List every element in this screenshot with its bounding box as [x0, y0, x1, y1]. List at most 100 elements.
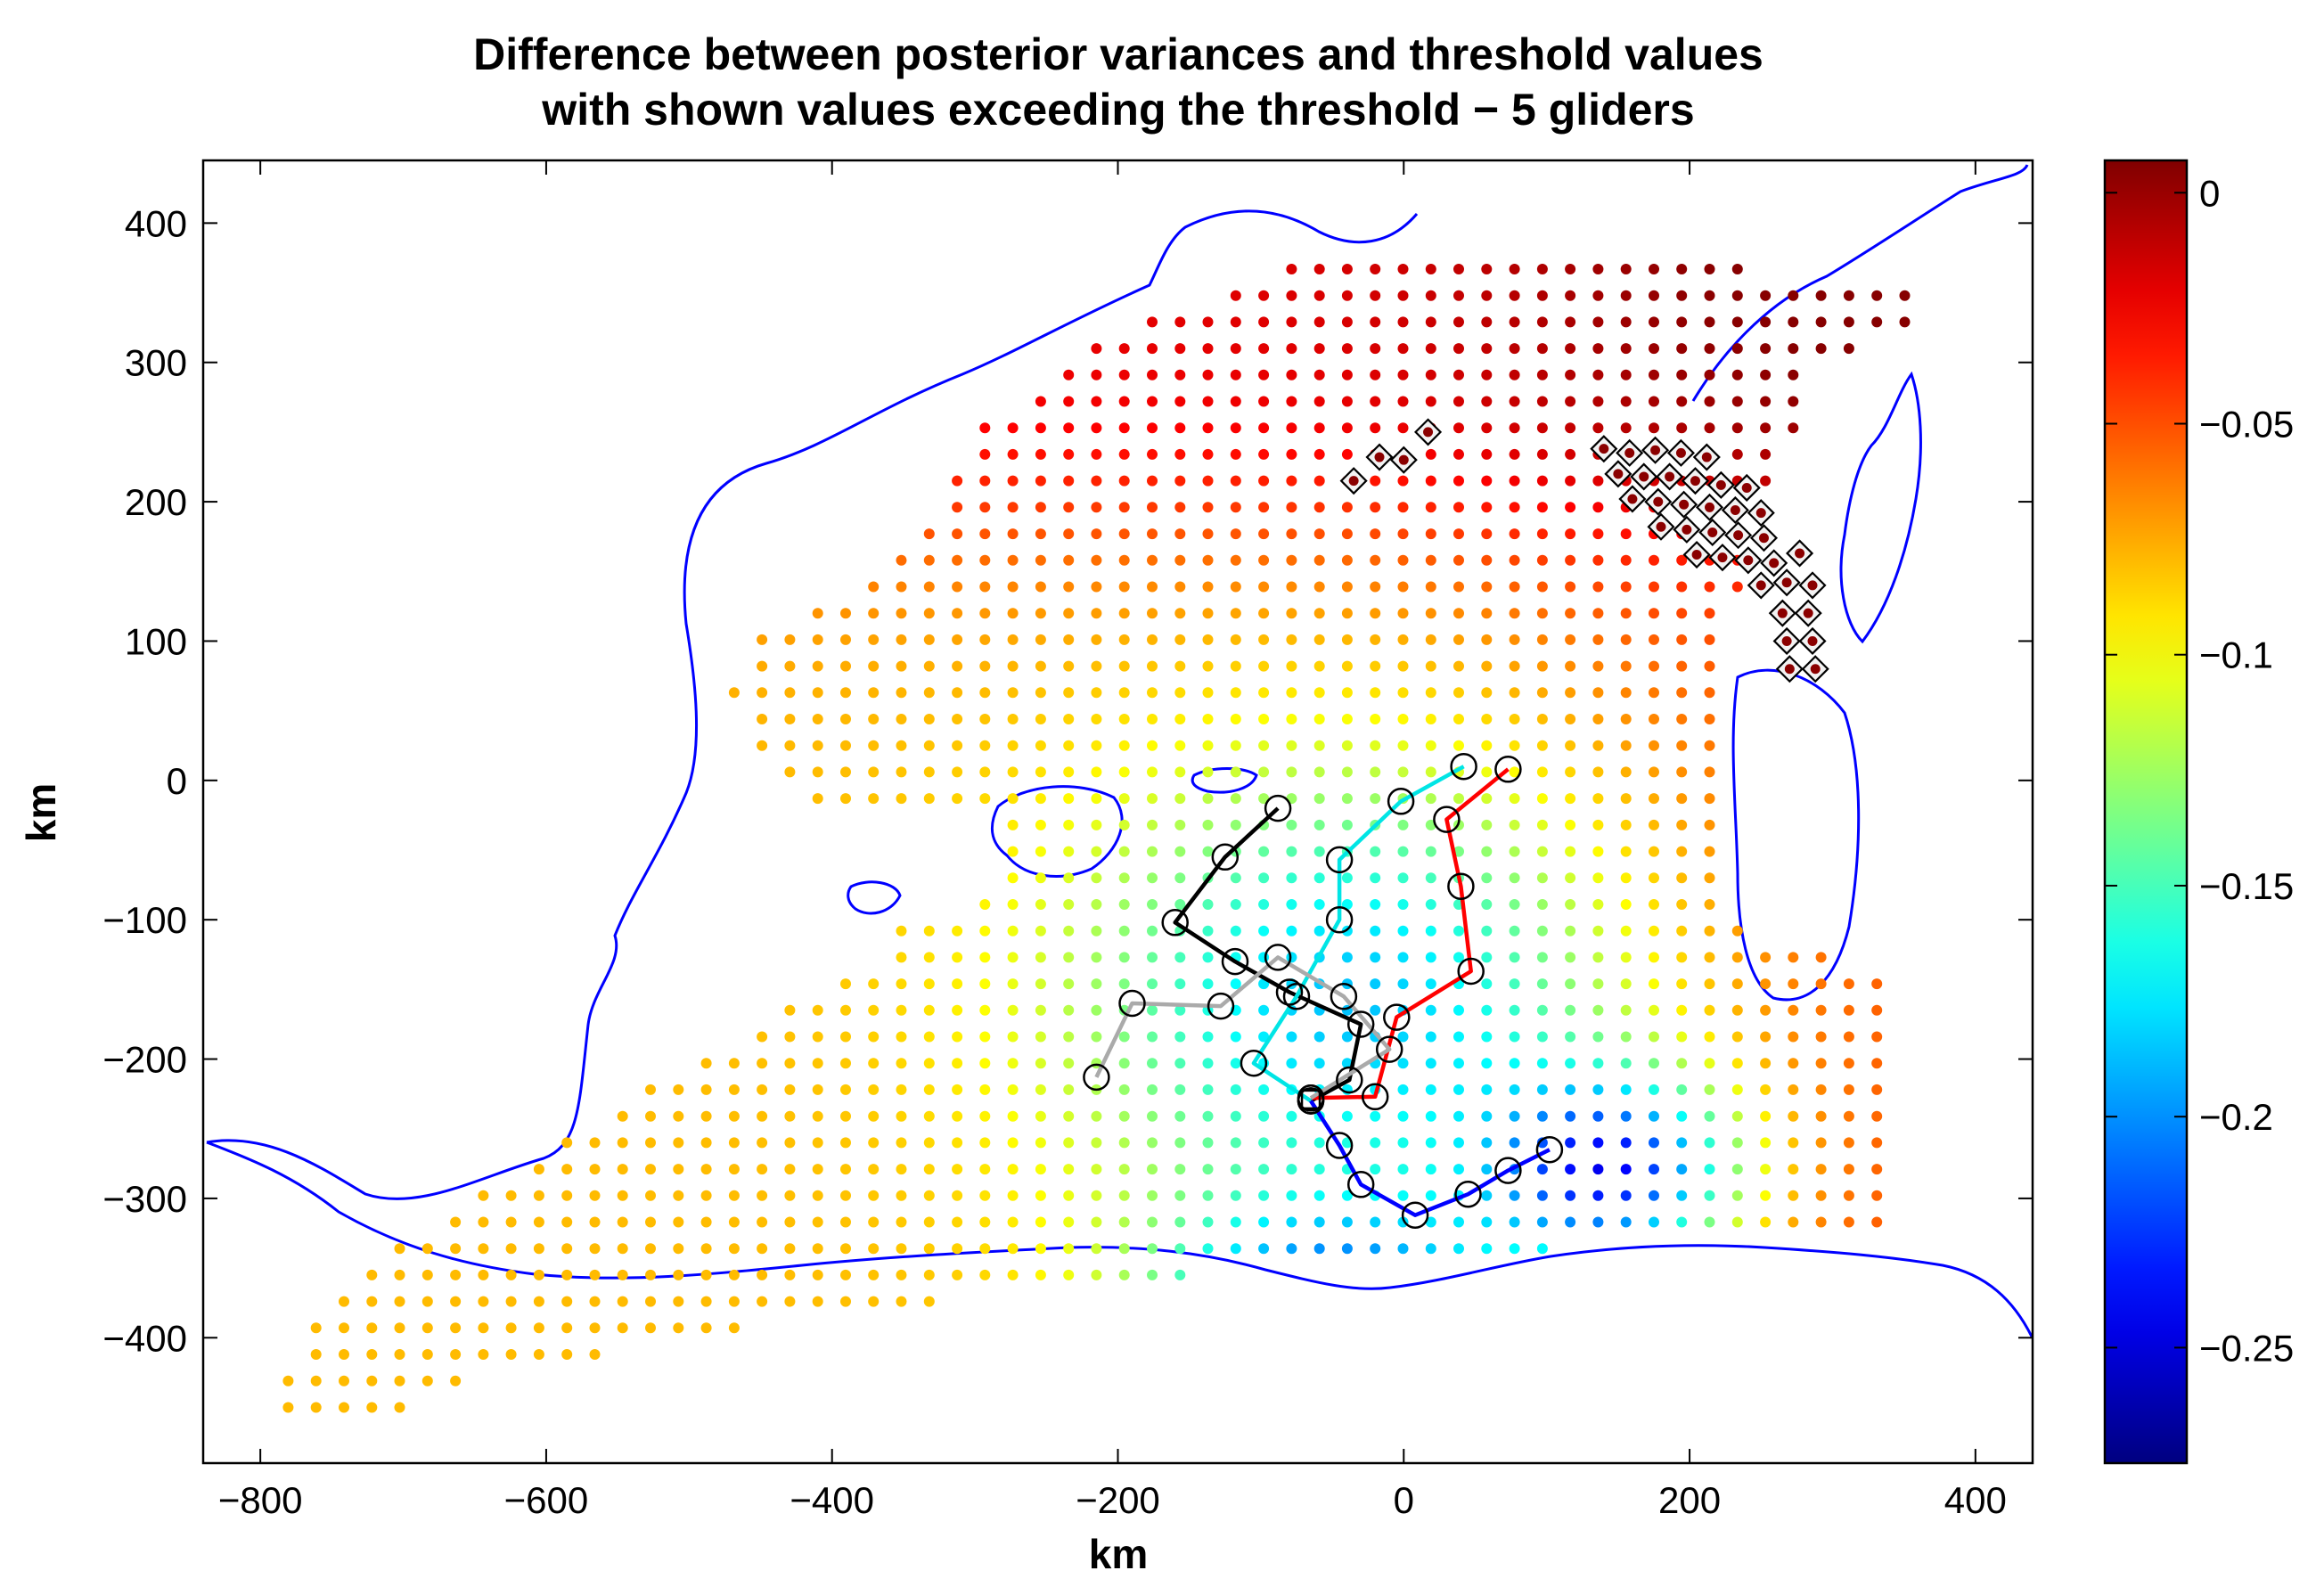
grid-point: [1147, 369, 1158, 380]
grid-point: [1704, 740, 1715, 751]
grid-point: [1286, 422, 1297, 434]
grid-point: [1370, 554, 1381, 566]
grid-point: [394, 1349, 405, 1360]
grid-point: [1453, 264, 1464, 274]
grid-point: [1035, 608, 1046, 619]
grid-point: [1509, 1216, 1520, 1228]
grid-point: [617, 1190, 628, 1201]
grid-point: [1147, 422, 1158, 434]
grid-point: [1425, 634, 1436, 645]
grid-point: [1676, 316, 1688, 328]
grid-point: [1341, 1031, 1353, 1043]
grid-point: [1091, 687, 1102, 699]
grid-point: [1286, 925, 1297, 937]
grid-point: [1313, 740, 1325, 751]
grid-point: [1536, 1216, 1548, 1228]
grid-point: [979, 554, 991, 566]
grid-point: [952, 952, 963, 963]
grid-point: [1565, 264, 1576, 274]
grid-point: [1370, 502, 1381, 513]
grid-point: [533, 1269, 544, 1280]
grid-point: [1230, 369, 1241, 380]
grid-point: [1230, 502, 1241, 513]
grid-point: [505, 1349, 517, 1360]
grid-point: [1649, 819, 1659, 830]
grid-point: [1258, 1084, 1270, 1095]
grid-point: [1453, 581, 1464, 593]
grid-point: [1007, 952, 1019, 963]
grid-point: [1258, 1031, 1270, 1043]
glider-waypoint: [1346, 1171, 1375, 1198]
grid-point: [1565, 1110, 1576, 1122]
grid-point: [896, 1190, 907, 1201]
grid-point: [952, 1269, 963, 1280]
grid-point: [1007, 1031, 1019, 1043]
grid-point: [1230, 290, 1241, 301]
grid-point: [1397, 952, 1409, 963]
grid-point: [1649, 660, 1659, 672]
grid-point: [757, 687, 768, 699]
grid-point: [1063, 502, 1075, 513]
grid-point: [868, 1296, 880, 1307]
grid-point: [1731, 448, 1743, 460]
grid-point: [1118, 369, 1130, 380]
colorbar-ticks: 0 −0.05 −0.1 −0.15 −0.2 −0.25: [2105, 172, 2294, 1369]
grid-point: [1565, 502, 1576, 513]
grid-point: [1147, 714, 1158, 724]
grid-point: [1313, 1190, 1325, 1201]
grid-point: [1481, 554, 1493, 566]
grid-point: [1536, 1164, 1548, 1175]
grid-point: [1843, 316, 1854, 328]
grid-point: [1147, 1004, 1158, 1016]
grid-point: [1760, 369, 1772, 380]
exceeding-point-dot: [1665, 471, 1675, 482]
grid-point: [1118, 554, 1130, 566]
grid-point: [617, 1322, 628, 1334]
grid-point: [1425, 1243, 1436, 1255]
grid-point: [1286, 899, 1297, 910]
grid-point: [1536, 448, 1548, 460]
grid-point: [1370, 660, 1381, 672]
grid-point: [1147, 1164, 1158, 1175]
grid-point: [1118, 660, 1130, 672]
grid-point: [979, 1164, 991, 1175]
grid-point: [1286, 766, 1297, 778]
grid-point: [1397, 1164, 1409, 1175]
grid-point: [1007, 1190, 1019, 1201]
grid-point: [505, 1243, 517, 1255]
grid-point: [840, 1110, 851, 1122]
grid-point: [450, 1322, 462, 1334]
grid-point: [1258, 422, 1270, 434]
grid-point: [1509, 687, 1520, 699]
grid-point: [1397, 422, 1409, 434]
grid-point: [1147, 952, 1158, 963]
grid-point: [1815, 343, 1827, 355]
grid-point: [1230, 396, 1241, 407]
grid-point: [1230, 1058, 1241, 1069]
grid-point: [1286, 846, 1297, 857]
grid-point: [728, 1084, 740, 1095]
grid-point: [1174, 819, 1186, 830]
grid-point: [1676, 1216, 1688, 1228]
grid-point: [561, 1190, 573, 1201]
grid-point: [1788, 1004, 1799, 1016]
grid-point: [1481, 846, 1493, 857]
grid-point: [673, 1269, 684, 1280]
grid-point: [1565, 475, 1576, 487]
grid-point: [1565, 1190, 1576, 1201]
grid-point: [1202, 554, 1214, 566]
grid-point: [1453, 396, 1464, 407]
grid-point: [1481, 343, 1493, 355]
grid-point: [1536, 264, 1548, 274]
grid-point: [1899, 316, 1911, 328]
grid-point: [533, 1349, 544, 1360]
grid-point: [1592, 316, 1604, 328]
grid-point: [1481, 660, 1493, 672]
grid-point: [1536, 396, 1548, 407]
grid-point: [784, 1190, 796, 1201]
grid-point: [1509, 1190, 1520, 1201]
colorbar-tick-label: −0.1: [2199, 634, 2273, 676]
grid-point: [1286, 369, 1297, 380]
grid-point: [1453, 502, 1464, 513]
grid-point: [1313, 899, 1325, 910]
